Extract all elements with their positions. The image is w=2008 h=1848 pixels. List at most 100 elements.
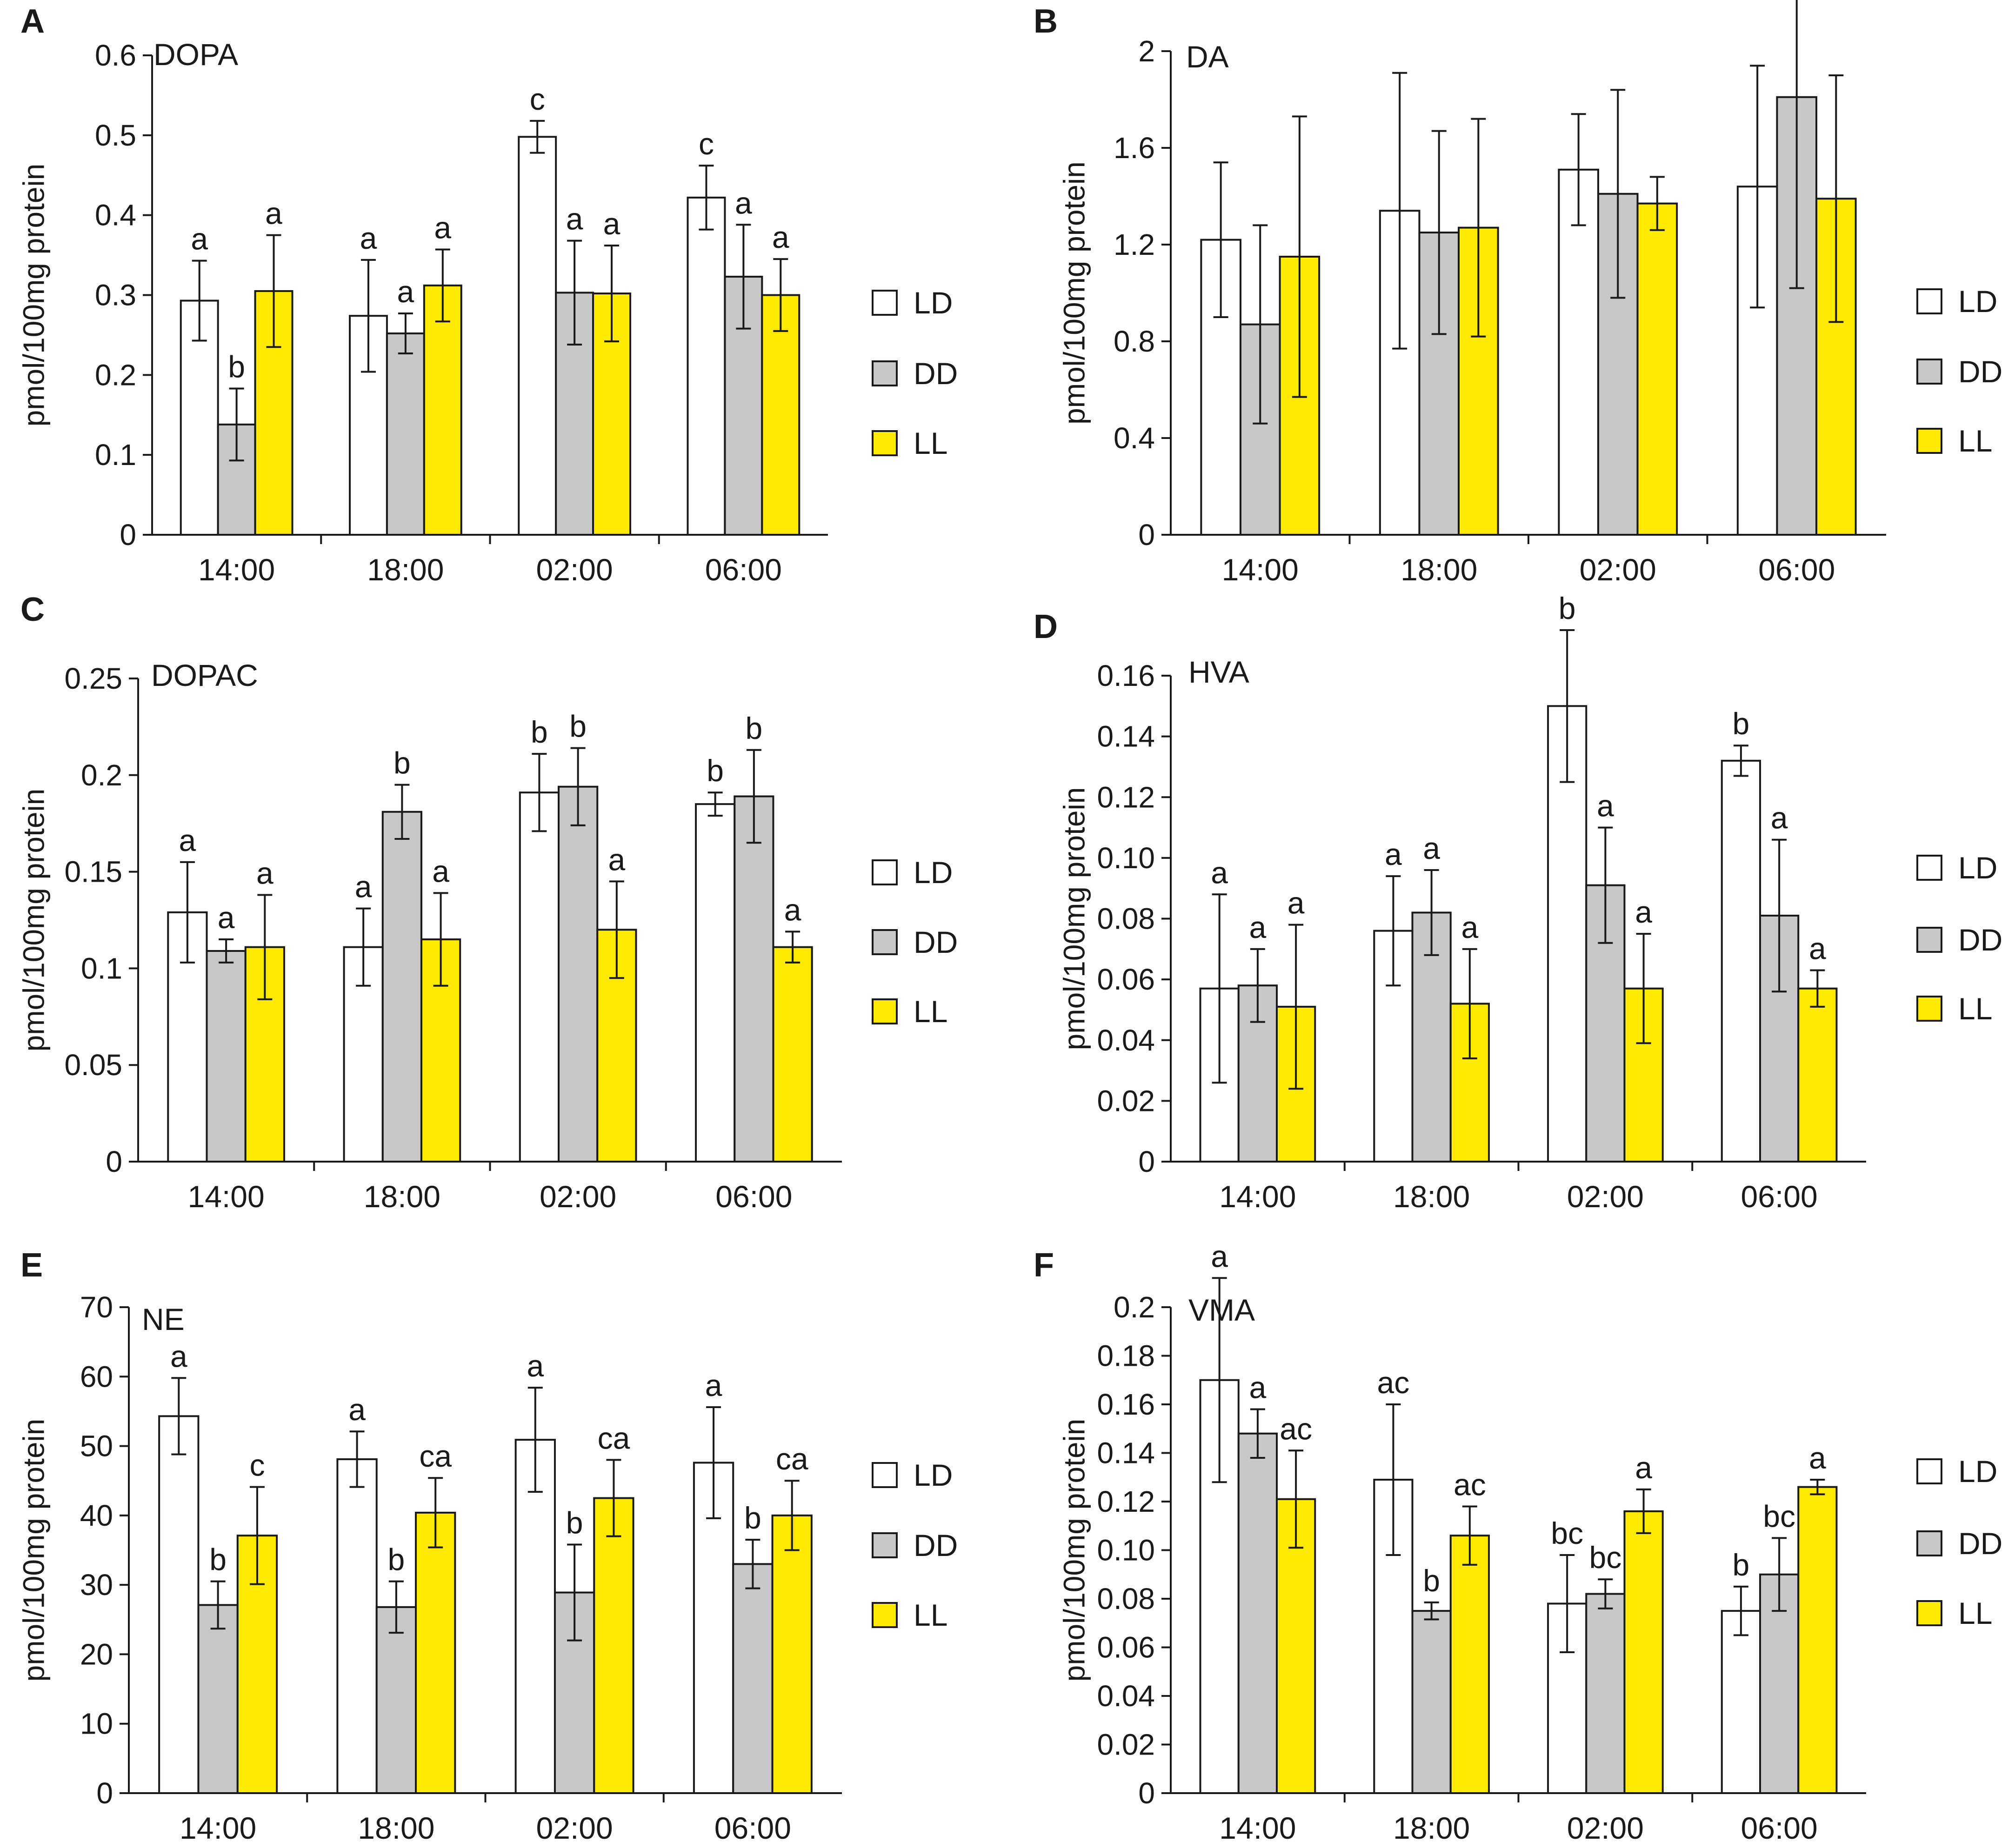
y-tick-label: 0.15: [64, 855, 122, 889]
bar-dd: [1585, 1593, 1626, 1795]
panel-letter: A: [20, 3, 45, 40]
x-tick-label: 02:00: [1580, 552, 1656, 587]
panel-letter: C: [20, 591, 45, 628]
legend-label-ll: LL: [914, 994, 947, 1029]
significance-label: a: [1809, 1441, 1826, 1475]
legend-swatch-dd: [1916, 359, 1942, 385]
bar-dd: [734, 795, 774, 1163]
significance-label: b: [388, 1542, 405, 1577]
y-tick-label: 60: [80, 1360, 113, 1393]
y-tick-label: 0.2: [81, 758, 122, 792]
x-tick-label: 14:00: [198, 552, 275, 587]
x-tick-label: 14:00: [1219, 1179, 1296, 1214]
chart-title: HVA: [1188, 655, 1249, 689]
bar-ld: [687, 196, 726, 536]
bar-ll: [1449, 1535, 1490, 1794]
bar-ld: [695, 803, 736, 1163]
y-tick-label: 0.12: [1097, 1485, 1155, 1518]
chart-title: DOPA: [153, 37, 238, 72]
x-tick-label: 02:00: [536, 1811, 613, 1845]
legend-swatch-ll: [1916, 428, 1942, 454]
significance-label: ca: [598, 1421, 630, 1455]
significance-label: a: [397, 274, 414, 309]
y-tick-label: 0.04: [1097, 1679, 1155, 1713]
bar-ll: [1797, 987, 1838, 1163]
y-tick-label: 0.04: [1097, 1024, 1155, 1057]
y-axis-label: pmol/100mg protein: [17, 164, 50, 427]
significance-label: a: [265, 196, 282, 231]
y-tick-label: 0.2: [95, 358, 136, 392]
significance-label: a: [1211, 1239, 1228, 1273]
bar-dd: [386, 332, 425, 536]
y-tick-label: 1.2: [1114, 228, 1155, 261]
legend-label-dd: DD: [914, 1528, 958, 1562]
x-tick-label: 06:00: [1741, 1811, 1818, 1845]
legend-label-ll: LL: [914, 1598, 947, 1632]
y-tick-label: 20: [80, 1637, 113, 1671]
y-tick-label: 40: [80, 1499, 113, 1532]
x-tick-label: 18:00: [1393, 1179, 1470, 1214]
y-tick-label: 0.06: [1097, 1631, 1155, 1664]
x-tick-label: 06:00: [705, 552, 782, 587]
chart-title: NE: [142, 1302, 185, 1336]
significance-label: a: [603, 206, 620, 241]
bar-ld: [518, 136, 557, 536]
x-tick-label: 18:00: [364, 1179, 440, 1214]
significance-label: a: [432, 854, 449, 888]
significance-label: a: [179, 823, 196, 858]
significance-label: ac: [1454, 1467, 1486, 1502]
significance-label: bc: [1589, 1540, 1622, 1575]
legend-swatch-ll: [1916, 996, 1942, 1022]
significance-label: b: [707, 753, 724, 788]
significance-label: b: [394, 746, 411, 780]
significance-label: a: [1288, 886, 1305, 920]
legend-label-dd: DD: [914, 356, 958, 391]
significance-label: c: [530, 82, 545, 116]
bar-ld: [1721, 759, 1761, 1163]
y-tick-label: 0.06: [1097, 963, 1155, 996]
significance-label: a: [1385, 837, 1402, 871]
chart-title: DA: [1186, 40, 1229, 74]
bar-ld: [519, 791, 560, 1163]
x-tick-label: 14:00: [180, 1811, 256, 1845]
significance-label: b: [1733, 1548, 1750, 1582]
y-tick-label: 0.3: [95, 279, 136, 312]
y-tick-label: 0: [1138, 518, 1155, 552]
y-tick-label: 0.05: [64, 1048, 122, 1082]
legend-swatch-ll: [1916, 1600, 1942, 1626]
significance-label: a: [360, 221, 377, 255]
y-tick-label: 0.6: [95, 39, 136, 72]
significance-label: ca: [776, 1442, 808, 1476]
significance-label: c: [699, 126, 714, 161]
bar-ll: [1623, 987, 1664, 1163]
legend-swatch-dd: [872, 929, 898, 955]
legend-label-dd: DD: [1958, 1526, 2002, 1561]
y-tick-label: 0.12: [1097, 780, 1155, 814]
x-tick-label: 18:00: [367, 552, 444, 587]
significance-label: b: [209, 1542, 227, 1577]
significance-label: a: [348, 1392, 366, 1427]
bar-ll: [1636, 202, 1678, 536]
bar-ll: [423, 284, 462, 536]
bar-dd: [1597, 193, 1639, 536]
significance-label: a: [1461, 910, 1478, 944]
y-tick-label: 0.02: [1097, 1084, 1155, 1117]
legend-swatch-ld: [1916, 288, 1942, 314]
significance-label: b: [1733, 706, 1750, 741]
panel-letter: F: [1034, 1247, 1054, 1284]
significance-label: a: [1249, 1370, 1267, 1404]
legend-label-ld: LD: [914, 855, 953, 890]
legend-swatch-dd: [1916, 1530, 1942, 1556]
y-tick-label: 2: [1138, 34, 1155, 68]
significance-label: a: [218, 900, 235, 935]
x-tick-label: 14:00: [1219, 1811, 1296, 1845]
panel-letter: D: [1034, 608, 1058, 645]
y-tick-label: 0.25: [64, 662, 122, 695]
legend-label-ll: LL: [1958, 1596, 1992, 1630]
significance-label: a: [527, 1349, 544, 1383]
bar-ld: [336, 1458, 378, 1795]
significance-label: b: [746, 711, 763, 745]
bar-dd: [1237, 1432, 1278, 1794]
legend-swatch-ll: [872, 1602, 898, 1628]
y-tick-label: 0.14: [1097, 720, 1155, 753]
